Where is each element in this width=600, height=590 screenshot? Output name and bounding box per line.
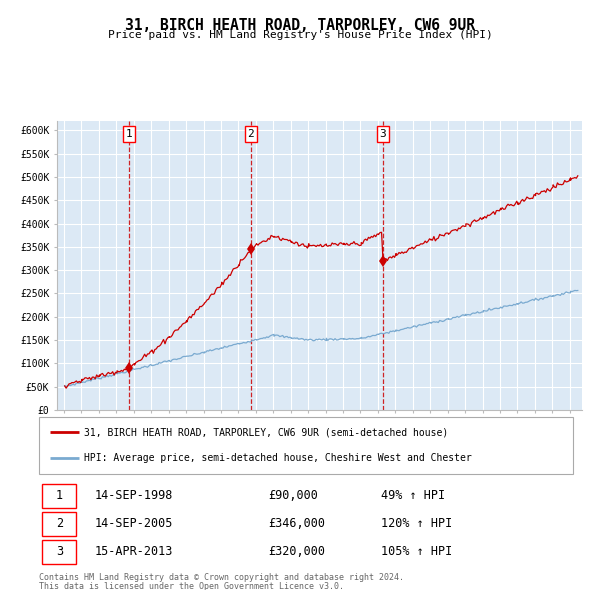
FancyBboxPatch shape [41,540,76,564]
Text: HPI: Average price, semi-detached house, Cheshire West and Chester: HPI: Average price, semi-detached house,… [85,454,472,464]
Text: £346,000: £346,000 [269,517,326,530]
Text: £90,000: £90,000 [269,490,319,503]
Text: This data is licensed under the Open Government Licence v3.0.: This data is licensed under the Open Gov… [39,582,344,590]
Text: 1: 1 [56,490,63,503]
Text: 120% ↑ HPI: 120% ↑ HPI [381,517,452,530]
Text: 14-SEP-2005: 14-SEP-2005 [95,517,173,530]
FancyBboxPatch shape [39,417,573,474]
Text: 31, BIRCH HEATH ROAD, TARPORLEY, CW6 9UR: 31, BIRCH HEATH ROAD, TARPORLEY, CW6 9UR [125,18,475,32]
Text: 105% ↑ HPI: 105% ↑ HPI [381,545,452,558]
Text: 2: 2 [56,517,63,530]
Text: 15-APR-2013: 15-APR-2013 [95,545,173,558]
FancyBboxPatch shape [41,512,76,536]
Text: 14-SEP-1998: 14-SEP-1998 [95,490,173,503]
FancyBboxPatch shape [41,484,76,508]
Text: 31, BIRCH HEATH ROAD, TARPORLEY, CW6 9UR (semi-detached house): 31, BIRCH HEATH ROAD, TARPORLEY, CW6 9UR… [85,427,449,437]
Text: 1: 1 [125,129,132,139]
Text: 2: 2 [247,129,254,139]
Text: 3: 3 [380,129,386,139]
Text: Contains HM Land Registry data © Crown copyright and database right 2024.: Contains HM Land Registry data © Crown c… [39,573,404,582]
Text: 49% ↑ HPI: 49% ↑ HPI [381,490,445,503]
Text: 3: 3 [56,545,63,558]
Text: £320,000: £320,000 [269,545,326,558]
Text: Price paid vs. HM Land Registry's House Price Index (HPI): Price paid vs. HM Land Registry's House … [107,30,493,40]
